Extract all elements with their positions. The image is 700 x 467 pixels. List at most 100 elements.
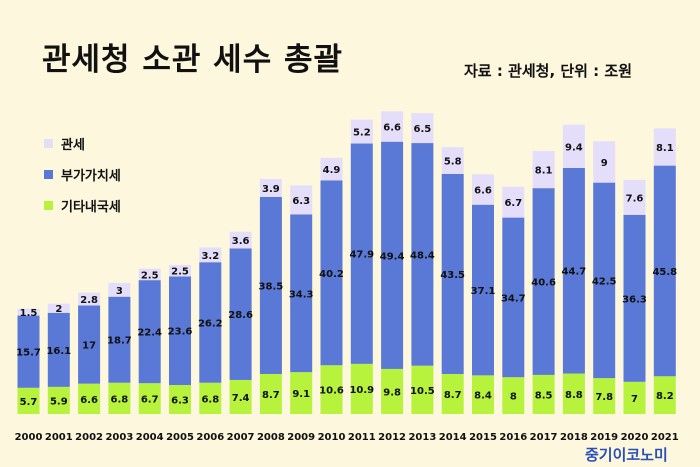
x-tick-label: 2006 <box>196 432 224 443</box>
bar-segment-other-2014 <box>441 373 464 414</box>
data-label: 40.6 <box>531 278 556 289</box>
bar-segment-other-2017 <box>532 374 555 414</box>
data-label: 7 <box>631 394 638 405</box>
data-label: 8.1 <box>535 166 553 177</box>
x-tick-label: 2013 <box>408 432 436 443</box>
legend-item-vat: 부가가치세 <box>44 159 121 190</box>
bar-segment-vat-2002 <box>78 305 101 384</box>
bar-segment-vat-2013 <box>411 143 434 366</box>
x-tick-label: 2005 <box>166 432 194 443</box>
data-label: 18.7 <box>107 336 132 347</box>
bar-segment-customs-2016 <box>502 186 525 218</box>
bar-segment-vat-2003 <box>108 296 131 383</box>
bar-segment-other-2013 <box>411 365 434 414</box>
x-tick-label: 2010 <box>318 432 346 443</box>
bar-segment-customs-2004 <box>138 268 161 281</box>
bar-segment-customs-2021 <box>653 128 676 166</box>
bar-segment-other-2008 <box>259 373 282 414</box>
bar-segment-vat-2020 <box>623 214 646 382</box>
bar-segment-customs-2002 <box>78 292 101 306</box>
data-label: 34.7 <box>501 293 526 304</box>
bar-segment-vat-2009 <box>290 214 313 373</box>
bar-segment-customs-2013 <box>411 113 434 144</box>
bar-segment-other-2004 <box>138 383 161 414</box>
data-label: 34.3 <box>289 289 314 300</box>
bar-segment-vat-2015 <box>472 204 494 376</box>
source-note: 자료 : 관세청, 단위 : 조원 <box>464 62 633 80</box>
legend-label-other: 기타내국세 <box>61 200 121 215</box>
data-label: 6.3 <box>292 196 310 207</box>
bar-segment-vat-2007 <box>229 248 252 380</box>
bar-segment-other-2020 <box>623 381 646 414</box>
data-label: 43.5 <box>440 270 465 281</box>
data-label: 42.5 <box>592 276 617 287</box>
bar-segment-other-2019 <box>593 378 616 414</box>
data-label: 10.5 <box>410 386 435 397</box>
data-label: 49.4 <box>380 251 405 262</box>
legend-item-other: 기타내국세 <box>44 190 121 221</box>
data-label: 5.9 <box>50 396 68 407</box>
bar-segment-vat-2005 <box>169 276 191 386</box>
bar-segment-customs-2012 <box>381 111 404 142</box>
data-label: 44.7 <box>562 267 587 278</box>
bar-segment-other-2000 <box>17 387 40 414</box>
x-tick-label: 2003 <box>105 432 133 443</box>
bar-segment-customs-2007 <box>229 231 252 249</box>
data-label: 7.4 <box>232 393 250 404</box>
data-label: 15.7 <box>16 348 41 359</box>
bar-segment-vat-2006 <box>199 262 222 383</box>
bar-segment-customs-2014 <box>441 147 464 174</box>
legend-label-vat: 부가가치세 <box>61 169 121 184</box>
bar-segment-customs-2011 <box>350 119 373 144</box>
data-label: 5.7 <box>20 397 38 408</box>
x-tick-label: 2019 <box>590 432 618 443</box>
bar-segment-other-2002 <box>78 383 101 414</box>
data-label: 28.6 <box>228 310 253 321</box>
data-label: 5.8 <box>444 157 462 168</box>
data-label: 40.2 <box>319 269 344 280</box>
bar-segment-other-2018 <box>562 373 585 414</box>
bar-segment-customs-2015 <box>472 174 494 205</box>
legend-swatch-customs <box>44 139 53 148</box>
data-label: 3.9 <box>262 184 280 195</box>
data-label: 6.8 <box>111 394 129 405</box>
data-label: 10.6 <box>319 386 344 397</box>
data-label: 8.5 <box>535 390 553 401</box>
x-tick-label: 2008 <box>257 432 285 443</box>
bar-segment-other-2006 <box>199 382 222 414</box>
bar-segment-vat-2004 <box>138 280 161 384</box>
bar-segment-vat-2019 <box>593 182 616 379</box>
bar-segment-customs-2001 <box>47 303 70 313</box>
bar-segment-other-2003 <box>108 382 131 414</box>
data-label: 26.2 <box>198 318 223 329</box>
bar-segment-other-2005 <box>169 385 191 414</box>
data-label: 2.5 <box>171 267 189 278</box>
data-label: 47.9 <box>349 250 374 261</box>
x-tick-label: 2001 <box>45 432 73 443</box>
bar-segment-vat-2014 <box>441 173 464 374</box>
legend-swatch-vat <box>44 170 53 179</box>
data-label: 8.7 <box>444 390 462 401</box>
bar-segment-other-2016 <box>502 377 525 414</box>
data-label: 23.6 <box>168 327 193 338</box>
data-label: 17 <box>82 341 96 352</box>
bar-segment-other-2011 <box>350 363 373 414</box>
data-label: 6.7 <box>504 198 522 209</box>
x-tick-label: 2014 <box>439 432 467 443</box>
data-label: 1.5 <box>20 308 38 319</box>
data-label: 10.9 <box>349 385 374 396</box>
bar-segment-vat-2010 <box>320 180 343 366</box>
bar-segment-vat-2008 <box>259 196 282 374</box>
bar-segment-customs-2006 <box>199 247 222 263</box>
data-label: 8.1 <box>656 143 674 154</box>
data-label: 38.5 <box>259 281 284 292</box>
data-label: 3 <box>116 286 123 297</box>
data-label: 45.8 <box>652 267 677 278</box>
data-label: 8.8 <box>565 390 583 401</box>
bar-segment-vat-2017 <box>532 188 555 375</box>
data-label: 22.4 <box>137 328 162 339</box>
x-tick-label: 2000 <box>15 432 43 443</box>
legend-item-customs: 관세 <box>44 128 121 159</box>
x-tick-label: 2018 <box>560 432 588 443</box>
